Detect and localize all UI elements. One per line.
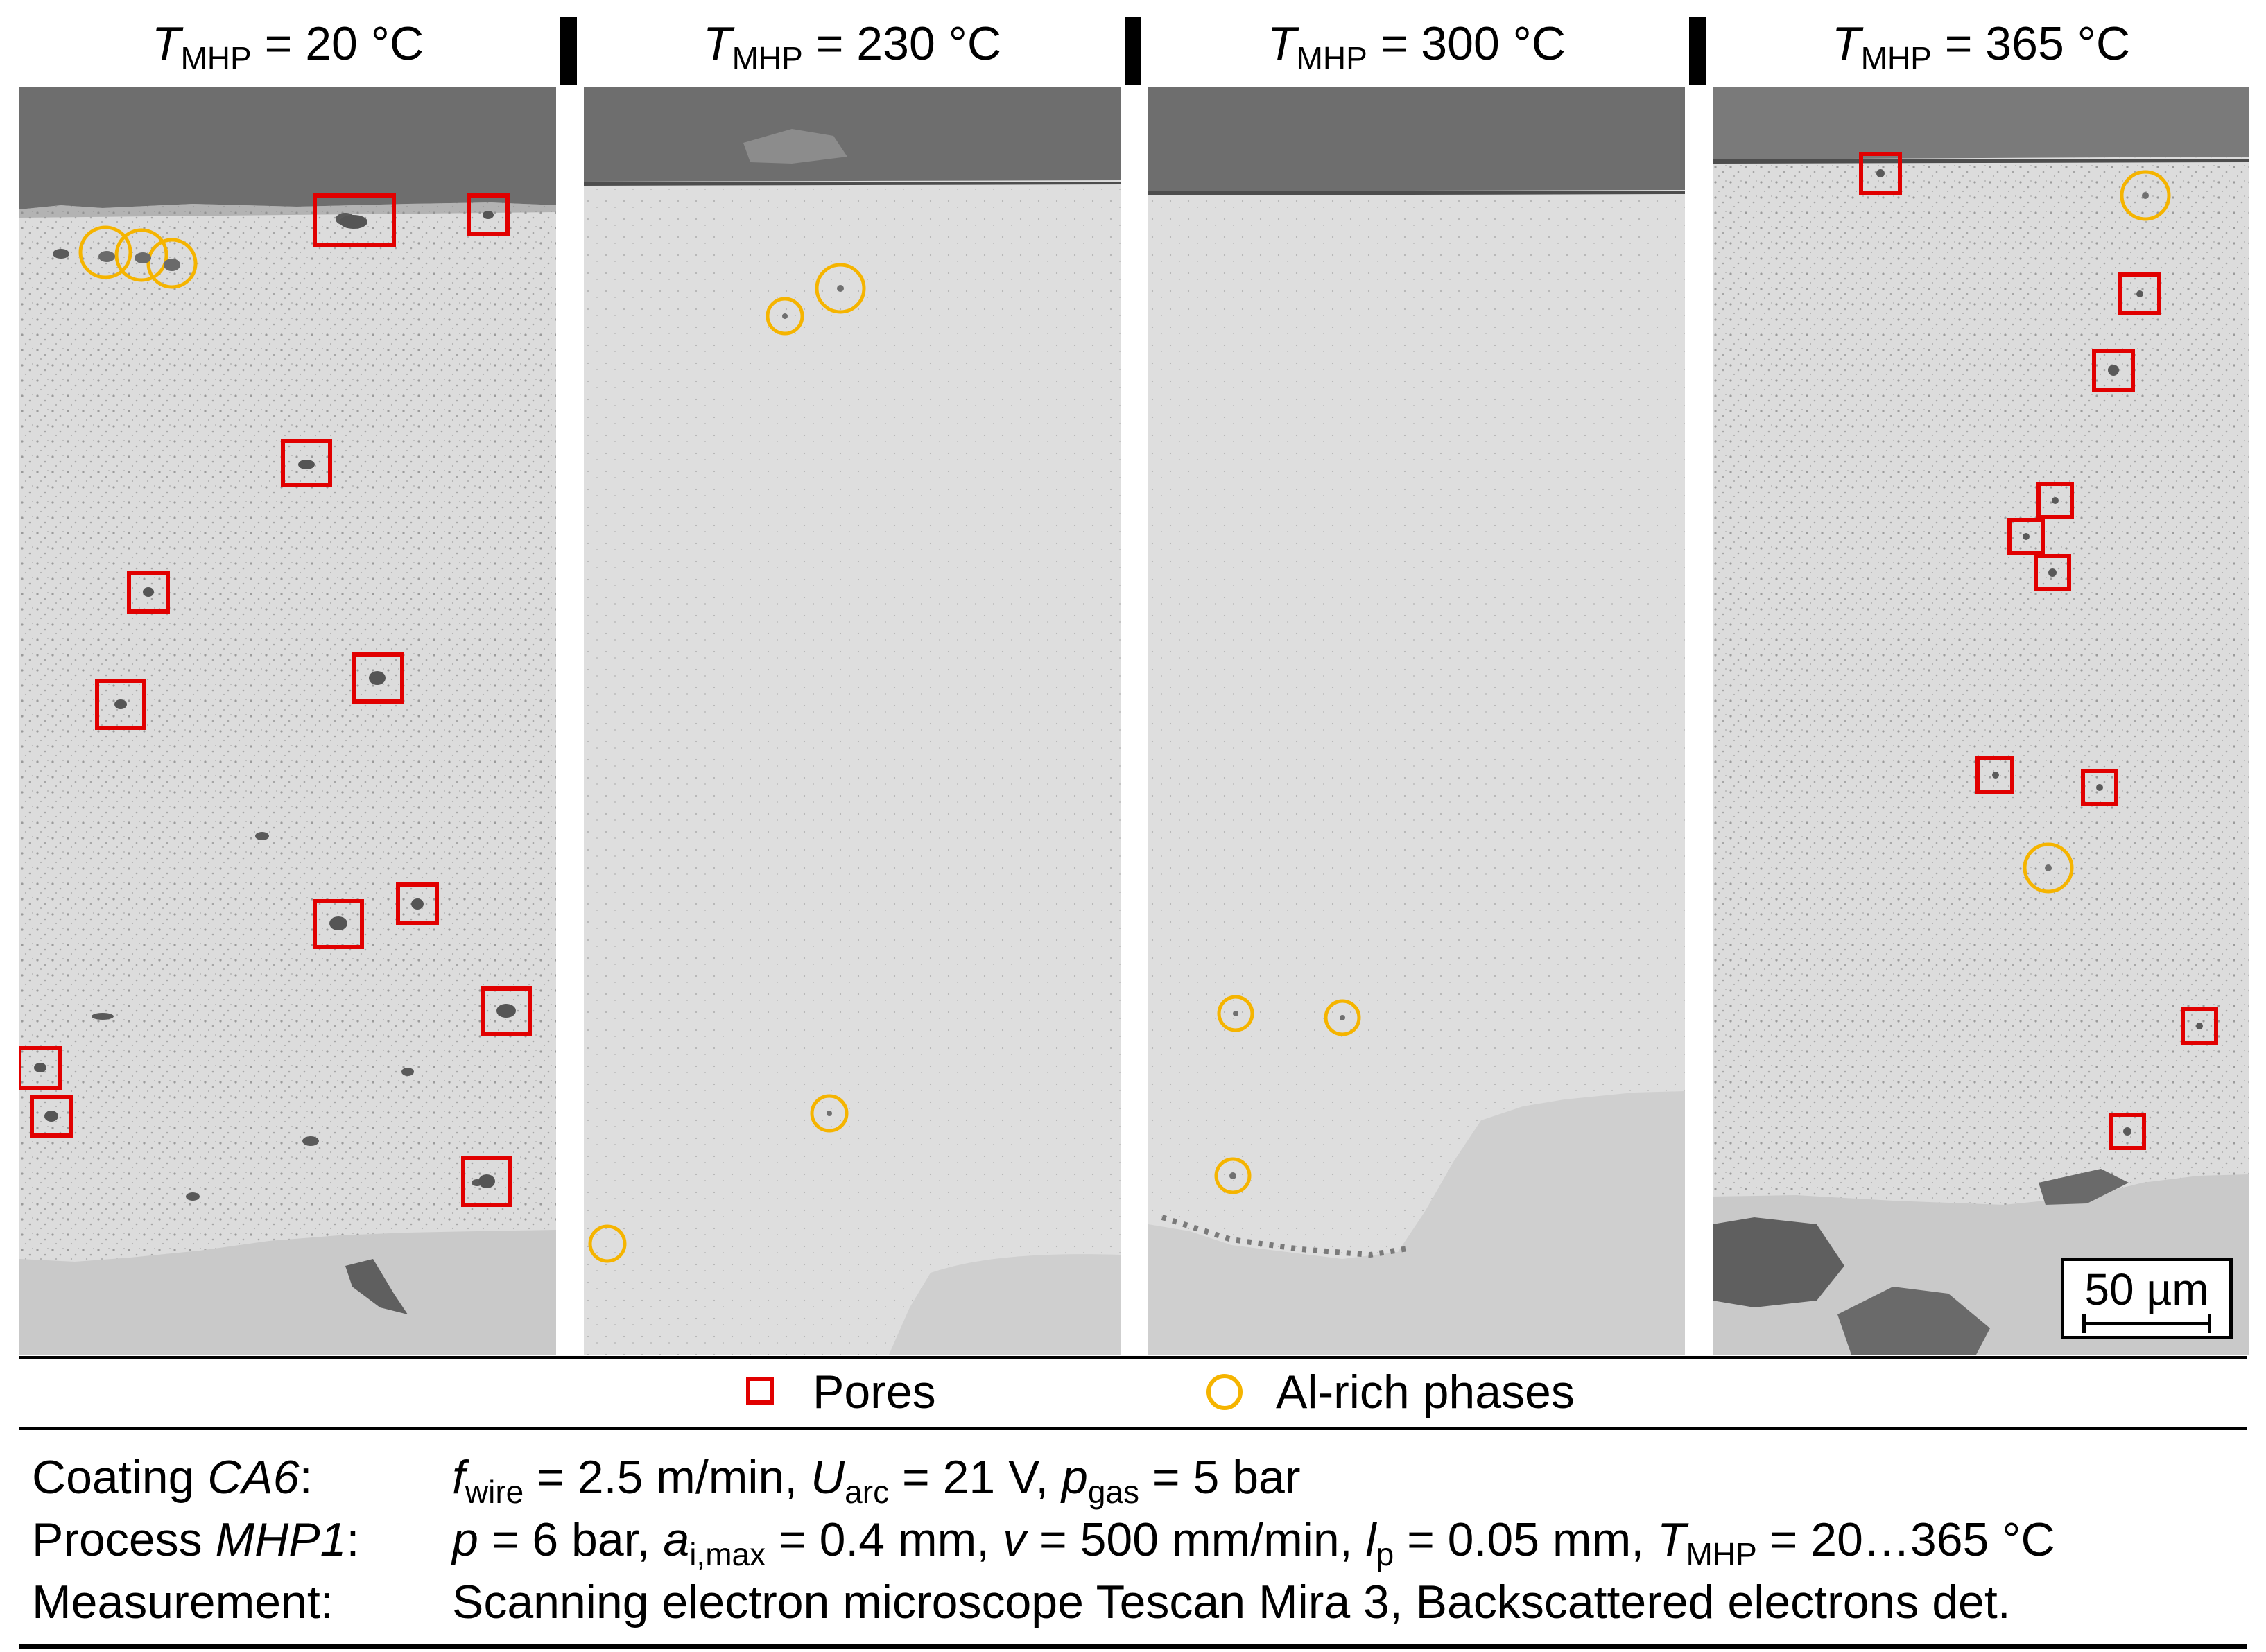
measurement-label: Measurement: [32,1576,334,1628]
pore-marker [461,1156,512,1207]
al-rich-legend-icon [1206,1374,1243,1410]
al-rich-marker [766,297,804,336]
al-rich-marker [2023,842,2074,894]
al-rich-marker [815,263,866,314]
pore-marker [2118,272,2161,315]
process-label: Process MHP1: [32,1513,360,1566]
divider [19,1427,2247,1430]
panel-title-230: TMHP = 230 °C [703,17,1001,76]
pore-markers [1859,152,2218,1150]
pore-marker [95,679,146,730]
al-rich-marker [810,1094,849,1133]
header-separator [1689,17,1706,85]
pore-marker [30,1095,73,1138]
pore-marker [281,439,332,487]
al-rich-markers [1214,995,1361,1194]
pores-legend-icon [746,1377,774,1405]
legend-al-rich-label: Al-rich phases [1276,1366,1575,1418]
scale-bar-label: 50 µm [2084,1264,2209,1314]
al-rich-marker [114,228,168,282]
pore-marker [1975,756,2014,794]
sem-image-panel-230 [584,87,1121,1355]
sem-image-panel-20 [19,87,556,1355]
pore-marker [2036,482,2074,519]
al-rich-markers [2023,170,2171,894]
pore-marker [2181,1007,2218,1045]
panel-title-300: TMHP = 300 °C [1268,17,1566,76]
al-rich-marker [1217,995,1254,1032]
panel-title-20: TMHP = 20 °C [151,17,424,76]
pore-marker [1859,152,1902,195]
pore-marker [2109,1113,2146,1150]
pore-marker [313,193,396,247]
scale-bar-line [2082,1322,2211,1325]
pore-marker [127,571,170,614]
al-rich-marker [588,1224,627,1263]
pore-marker [2081,769,2118,806]
scale-bar: 50 µm [2061,1258,2233,1339]
pore-marker [396,882,439,925]
coating-label: Coating CA6: [32,1451,313,1504]
pore-marker [352,652,404,704]
al-rich-marker [146,238,198,289]
al-rich-marker [1214,1157,1252,1194]
al-rich-markers [588,263,866,1263]
panel-title-365: TMHP = 365 °C [1832,17,2130,76]
legend-pores-label: Pores [813,1366,936,1418]
divider [19,1356,2247,1359]
pore-marker [313,899,364,949]
pore-marker [481,986,532,1036]
al-rich-marker [78,225,132,279]
header-separator [560,17,577,85]
al-rich-marker [1324,999,1361,1036]
al-rich-markers [78,225,198,289]
pore-markers [19,193,532,1207]
pore-marker [2092,349,2135,392]
sem-image-panel-300 [1148,87,1685,1355]
sem-image-panel-365 [1713,87,2249,1355]
pore-marker [2007,518,2045,555]
pore-marker [2034,554,2071,591]
divider [19,1644,2247,1649]
header-separator [1125,17,1141,85]
measurement-text: Scanning electron microscope Tescan Mira… [452,1576,2011,1628]
pore-marker [467,193,510,236]
al-rich-marker [2120,170,2171,221]
coating-params: fwire = 2.5 m/min, Uarc = 21 V, pgas = 5… [452,1451,1301,1510]
process-params: p = 6 bar, ai,max = 0.4 mm, v = 500 mm/m… [452,1513,2055,1572]
pore-marker [19,1046,62,1090]
